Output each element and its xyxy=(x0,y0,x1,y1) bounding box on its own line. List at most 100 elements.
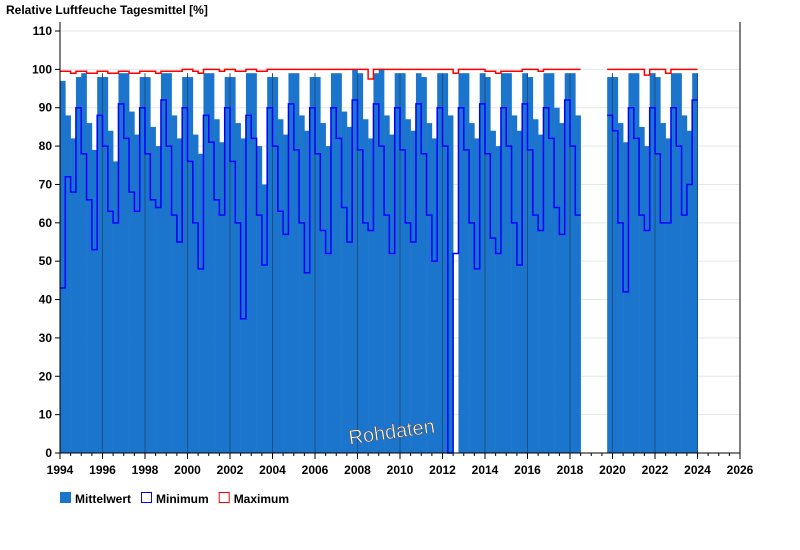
mean-bar xyxy=(655,77,661,453)
mean-bar xyxy=(219,142,225,453)
mean-bar xyxy=(644,146,650,453)
mean-bar xyxy=(155,146,162,453)
mean-bar xyxy=(192,134,199,453)
mean-bar xyxy=(346,126,353,453)
mean-bar xyxy=(70,138,77,453)
x-tick-label: 2022 xyxy=(642,463,669,477)
mean-bar xyxy=(245,73,252,453)
mean-bar xyxy=(203,73,210,453)
mean-bar xyxy=(166,73,172,453)
mean-bar xyxy=(60,80,66,453)
mean-bar xyxy=(134,134,140,453)
mean-bar xyxy=(458,73,465,453)
mean-bar xyxy=(617,123,624,453)
y-tick-label: 60 xyxy=(39,216,53,230)
y-tick-label: 100 xyxy=(32,62,52,76)
mean-bar xyxy=(277,119,284,454)
y-tick-label: 0 xyxy=(45,446,52,460)
mean-bar xyxy=(681,115,688,454)
mean-bar xyxy=(421,77,427,453)
mean-bar xyxy=(660,123,666,453)
mean-bar xyxy=(176,138,183,453)
mean-bar xyxy=(187,77,194,453)
mean-bar xyxy=(182,77,188,453)
mean-bar xyxy=(81,73,87,453)
mean-bar xyxy=(442,73,449,453)
mean-bar xyxy=(389,134,395,453)
x-tick-label: 2012 xyxy=(429,463,456,477)
mean-bar xyxy=(384,115,390,454)
x-tick-label: 1998 xyxy=(132,463,159,477)
x-tick-label: 2008 xyxy=(344,463,371,477)
mean-bar xyxy=(65,115,71,454)
mean-bar xyxy=(575,115,581,454)
mean-bar xyxy=(612,77,619,453)
mean-bar xyxy=(198,153,204,453)
x-tick-label: 2020 xyxy=(599,463,626,477)
mean-bar xyxy=(570,73,576,453)
y-tick-label: 70 xyxy=(39,177,53,191)
x-tick-label: 2000 xyxy=(174,463,201,477)
y-tick-label: 40 xyxy=(39,293,53,307)
mean-bar xyxy=(692,73,698,453)
x-tick-label: 2010 xyxy=(387,463,414,477)
mean-bar xyxy=(352,69,358,453)
x-tick-label: 1996 xyxy=(89,463,116,477)
mean-bar xyxy=(639,126,645,453)
x-tick-label: 1994 xyxy=(47,463,74,477)
mean-bar xyxy=(150,126,156,453)
mean-bar xyxy=(171,115,178,454)
x-tick-label: 2018 xyxy=(557,463,584,477)
mean-bar xyxy=(564,73,571,453)
legend-swatch-maximum xyxy=(218,492,230,503)
mean-bar xyxy=(394,73,401,453)
mean-bar xyxy=(288,73,295,453)
mean-bar xyxy=(410,130,417,453)
mean-bar xyxy=(437,73,443,453)
mean-bar xyxy=(97,77,103,453)
mean-bar xyxy=(235,123,241,453)
mean-bar xyxy=(628,73,635,453)
legend-label: Maximum xyxy=(234,492,289,506)
mean-bar xyxy=(118,73,125,453)
mean-bar xyxy=(362,119,369,454)
mean-bar xyxy=(240,138,247,453)
minimum-line xyxy=(60,99,698,454)
mean-bar xyxy=(559,123,565,453)
mean-bar xyxy=(230,77,236,453)
mean-bar xyxy=(86,123,93,453)
mean-bar xyxy=(113,161,119,453)
mean-bar xyxy=(405,119,411,454)
y-tick-label: 110 xyxy=(33,24,53,38)
mean-bar xyxy=(214,119,220,454)
mean-bar xyxy=(676,73,682,453)
legend-label: Minimum xyxy=(156,492,209,506)
mean-bar xyxy=(357,73,364,453)
legend-label: Mittelwert xyxy=(75,492,131,506)
y-tick-label: 20 xyxy=(39,369,53,383)
mean-bar xyxy=(283,134,289,453)
mean-bar xyxy=(527,77,534,453)
mean-bar xyxy=(251,73,257,453)
mean-bar xyxy=(107,130,114,453)
mean-bar xyxy=(129,111,135,454)
x-tick-label: 2004 xyxy=(259,463,286,477)
mean-bar xyxy=(543,73,550,453)
maximum-line xyxy=(60,68,698,80)
mean-bar xyxy=(224,77,231,453)
x-tick-label: 2002 xyxy=(217,463,244,477)
mean-bar xyxy=(623,142,629,453)
x-tick-label: 2016 xyxy=(514,463,541,477)
mean-bar xyxy=(469,123,475,453)
mean-bar xyxy=(538,134,544,453)
mean-bar xyxy=(330,73,337,453)
mean-bar xyxy=(272,77,279,453)
mean-bar xyxy=(490,130,496,453)
mean-bar xyxy=(400,73,406,453)
mean-bar xyxy=(368,138,374,453)
y-tick-label: 50 xyxy=(39,254,53,268)
mean-bar xyxy=(511,115,518,454)
mean-bar xyxy=(256,146,263,453)
